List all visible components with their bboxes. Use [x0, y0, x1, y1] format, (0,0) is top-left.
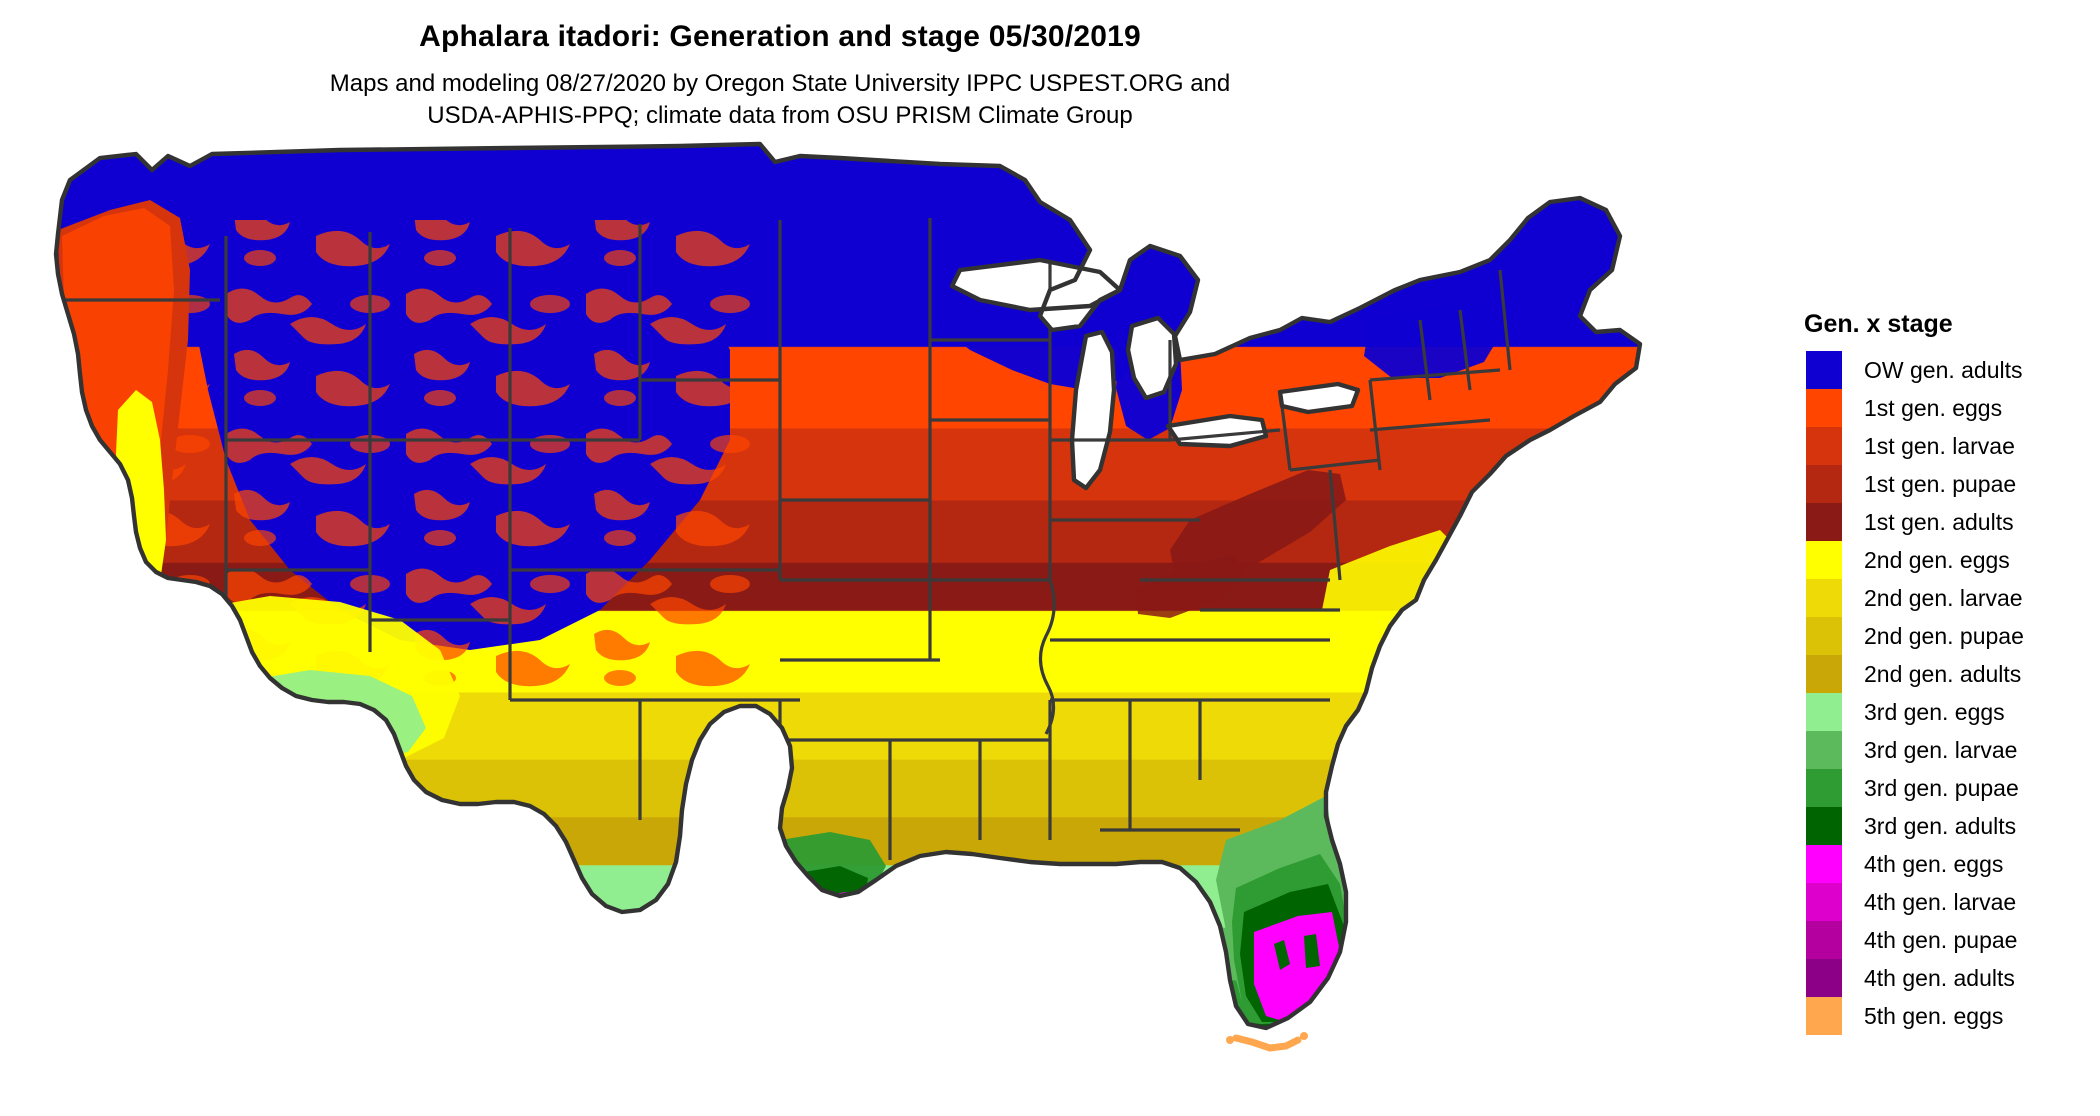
legend-swatch — [1806, 579, 1842, 617]
legend-title: Gen. x stage — [1804, 310, 1953, 338]
legend-item[interactable]: 2nd gen. larvae — [1800, 579, 2090, 617]
legend-item[interactable]: 3rd gen. pupae — [1800, 769, 2090, 807]
legend-item[interactable]: 1st gen. larvae — [1800, 427, 2090, 465]
legend-label: 4th gen. larvae — [1864, 889, 2017, 915]
legend-label: 3rd gen. adults — [1864, 813, 2017, 839]
legend-label: 5th gen. eggs — [1864, 1003, 2004, 1029]
legend-label: 3rd gen. larvae — [1864, 737, 2018, 763]
subtitle-line-1: Maps and modeling 08/27/2020 by Oregon S… — [329, 70, 1231, 97]
legend-rows: OW gen. adults 1st gen. eggs 1st gen. la… — [1800, 351, 2090, 1035]
florida-keys — [1226, 1032, 1308, 1052]
florida-inland-green-patch-2 — [1304, 934, 1320, 968]
legend-label: 4th gen. pupae — [1864, 927, 2018, 953]
legend-swatch — [1806, 503, 1842, 541]
legend-item[interactable]: 4th gen. eggs — [1800, 845, 2090, 883]
legend-item[interactable]: 1st gen. eggs — [1800, 389, 2090, 427]
subtitle-line-2: USDA-APHIS-PPQ; climate data from OSU PR… — [427, 102, 1133, 129]
legend-swatch — [1806, 845, 1842, 883]
legend-label: 1st gen. larvae — [1864, 433, 2015, 459]
legend-swatch — [1806, 617, 1842, 655]
map-color-field — [56, 144, 1640, 1028]
legend-swatch — [1806, 997, 1842, 1035]
legend-label: 4th gen. adults — [1864, 965, 2015, 991]
legend-item[interactable]: 3rd gen. eggs — [1800, 693, 2090, 731]
appalachian-ridge-zone — [1170, 470, 1346, 588]
legend-swatch — [1806, 351, 1842, 389]
map-legend: Gen. x stage OW gen. adults 1st gen. egg… — [1800, 310, 2090, 1035]
legend-swatch — [1806, 769, 1842, 807]
legend-swatch — [1806, 465, 1842, 503]
legend-label: 2nd gen. larvae — [1864, 585, 2023, 611]
legend-item[interactable]: 5th gen. eggs — [1800, 997, 2090, 1035]
legend-item[interactable]: 4th gen. pupae — [1800, 921, 2090, 959]
legend-item[interactable]: 3rd gen. adults — [1800, 807, 2090, 845]
legend-label: 3rd gen. pupae — [1864, 775, 2019, 801]
florida-inland-green-patch — [1274, 940, 1290, 970]
page-subtitle: Maps and modeling 08/27/2020 by Oregon S… — [0, 68, 1560, 132]
legend-label: 1st gen. pupae — [1864, 471, 2017, 497]
legend-label: 1st gen. eggs — [1864, 395, 2003, 421]
legend-item[interactable]: OW gen. adults — [1800, 351, 2090, 389]
legend-swatch — [1806, 959, 1842, 997]
legend-item[interactable]: 2nd gen. pupae — [1800, 617, 2090, 655]
appalachian-ridge-zone-2 — [1136, 554, 1246, 618]
legend-label: 2nd gen. eggs — [1864, 547, 2010, 573]
legend-swatch — [1806, 655, 1842, 693]
legend-label: 3rd gen. eggs — [1864, 699, 2005, 725]
legend-label: OW gen. adults — [1864, 357, 2023, 383]
legend-item[interactable]: 1st gen. adults — [1800, 503, 2090, 541]
legend-swatch — [1806, 921, 1842, 959]
legend-item[interactable]: 2nd gen. eggs — [1800, 541, 2090, 579]
legend-swatch — [1806, 693, 1842, 731]
legend-label: 4th gen. eggs — [1864, 851, 2004, 877]
florida-peninsula-magenta — [1254, 912, 1340, 1022]
legend-swatch — [1806, 807, 1842, 845]
legend-item[interactable]: 3rd gen. larvae — [1800, 731, 2090, 769]
legend-item[interactable]: 1st gen. pupae — [1800, 465, 2090, 503]
legend-label: 2nd gen. pupae — [1864, 623, 2024, 649]
national-outline — [53, 141, 1643, 1031]
legend-swatch — [1806, 731, 1842, 769]
map-svg — [53, 141, 1643, 1052]
mid-atlantic-yellow-zone — [1322, 530, 1460, 634]
page-title: Aphalara itadori: Generation and stage 0… — [419, 20, 1141, 53]
legend-swatch — [1806, 427, 1842, 465]
us-choropleth-map — [40, 140, 1780, 1100]
lower-michigan-ow-zone — [1116, 326, 1182, 440]
legend-item[interactable]: 2nd gen. adults — [1800, 655, 2090, 693]
legend-swatch — [1806, 883, 1842, 921]
legend-label: 1st gen. adults — [1864, 509, 2014, 535]
legend-item[interactable]: 4th gen. adults — [1800, 959, 2090, 997]
legend-swatch — [1806, 389, 1842, 427]
desert-sw-gold — [216, 688, 292, 734]
legend-item[interactable]: 4th gen. larvae — [1800, 883, 2090, 921]
legend-label: 2nd gen. adults — [1864, 661, 2022, 687]
legend-swatch — [1806, 541, 1842, 579]
